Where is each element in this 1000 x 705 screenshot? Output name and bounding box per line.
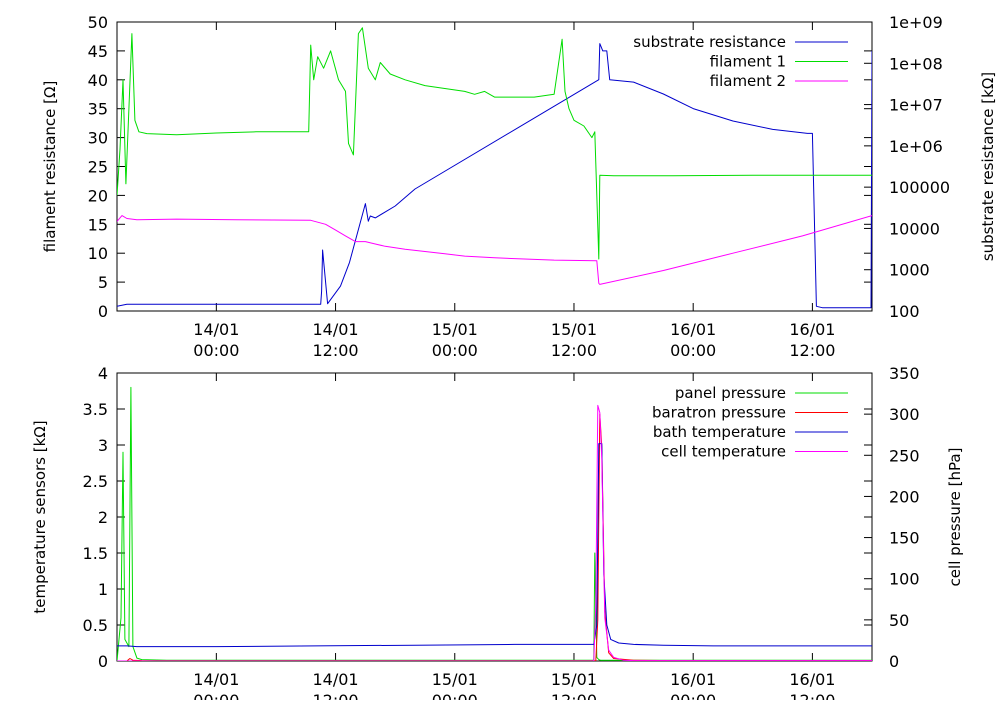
series-line-filament-2: [117, 215, 872, 285]
y2-tick-label: 100000: [889, 178, 950, 197]
y-tick-label: 3.5: [83, 400, 108, 419]
y-tick-label: 30: [88, 129, 108, 148]
y-tick-label: 35: [88, 100, 108, 119]
y-tick-label: 25: [88, 158, 108, 177]
y2-tick-label: 350: [889, 364, 920, 383]
y2-tick-label: 1e+06: [889, 137, 943, 156]
y-tick-label: 10: [88, 244, 108, 263]
chart-panel-2: 0 0.5 1 1.5 2 2.5 3 3.5 4 0 50 100 150 200 250 300 350 14…: [31, 364, 964, 705]
y2-tick-label: 150: [889, 529, 920, 548]
y2-tick-label: 0: [889, 652, 899, 671]
y2-tick-label: 100: [889, 302, 920, 321]
x-tick-label: 15/01: [432, 670, 478, 689]
legend-label: cell temperature: [661, 443, 786, 461]
x-tick-label: 12:00: [789, 341, 835, 360]
y-tick-label: 3: [98, 436, 108, 455]
chart-panel-1: 0 5 10 15 20 25 30 35 40 45 50 100 1000 10000 100000 1e…: [41, 13, 997, 360]
y2-axis-label: cell pressure [hPa]: [946, 448, 964, 587]
series-line-bath-temperature: [117, 443, 872, 648]
x-tick-label: 14/01: [312, 670, 358, 689]
y-tick-label: 1.5: [83, 544, 108, 563]
y2-tick-label: 100: [889, 570, 920, 589]
y2-tick-label: 1e+09: [889, 13, 943, 32]
y2-tick-label: 10000: [889, 219, 940, 238]
x-tick-label: 12:00: [789, 691, 835, 700]
y-tick-label: 2: [98, 508, 108, 527]
y2-axis-label: substrate resistance [kΩ]: [979, 72, 997, 261]
legend-label: filament 1: [710, 53, 786, 71]
y-tick-label: 5: [98, 273, 108, 292]
y-tick-label: 15: [88, 215, 108, 234]
x-tick-label: 12:00: [312, 691, 358, 700]
x-tick-label: 16/01: [789, 670, 835, 689]
x-tick-label: 00:00: [193, 691, 239, 700]
x-tick-label: 00:00: [670, 341, 716, 360]
series-line-filament-1: [117, 27, 872, 260]
x-tick-label: 16/01: [670, 670, 716, 689]
x-tick-label: 16/01: [789, 320, 835, 339]
y-tick-label: 1: [98, 580, 108, 599]
y-tick-label: 50: [88, 13, 108, 32]
y-tick-label: 0.5: [83, 616, 108, 635]
x-tick-label: 12:00: [312, 341, 358, 360]
x-tick-label: 00:00: [670, 691, 716, 700]
legend-label: bath temperature: [653, 423, 786, 441]
y-tick-label: 4: [98, 364, 108, 383]
x-tick-label: 00:00: [432, 341, 478, 360]
legend-label: baratron pressure: [652, 404, 786, 422]
x-tick-label: 15/01: [551, 320, 597, 339]
y-tick-label: 2.5: [83, 472, 108, 491]
y-tick-label: 0: [98, 652, 108, 671]
legend-label: filament 2: [710, 72, 786, 90]
y2-tick-label: 200: [889, 487, 920, 506]
y2-tick-label: 1e+07: [889, 96, 943, 115]
y2-tick-label: 1000: [889, 261, 930, 280]
legend-label: substrate resistance: [633, 33, 786, 51]
y-tick-label: 40: [88, 71, 108, 90]
x-tick-label: 14/01: [193, 320, 239, 339]
series-group: [117, 386, 872, 661]
legend-label: panel pressure: [675, 384, 786, 402]
series-line-substrate-resistance: [117, 43, 872, 309]
x-tick-label: 14/01: [312, 320, 358, 339]
y-tick-label: 0: [98, 302, 108, 321]
x-tick-label: 15/01: [551, 670, 597, 689]
x-tick-label: 16/01: [670, 320, 716, 339]
y-axis-label: filament resistance [Ω]: [41, 81, 59, 253]
x-tick-label: 12:00: [551, 341, 597, 360]
x-tick-label: 14/01: [193, 670, 239, 689]
x-tick-label: 12:00: [551, 691, 597, 700]
x-tick-label: 00:00: [193, 341, 239, 360]
series-group: [117, 27, 872, 309]
y-axis-label: temperature sensors [kΩ]: [31, 420, 49, 613]
y2-tick-label: 250: [889, 446, 920, 465]
x-tick-label: 15/01: [432, 320, 478, 339]
y2-tick-label: 50: [889, 611, 909, 630]
y-tick-label: 45: [88, 42, 108, 61]
x-tick-label: 00:00: [432, 691, 478, 700]
y2-tick-label: 1e+08: [889, 54, 943, 73]
y-tick-label: 20: [88, 186, 108, 205]
series-line-cell-temperature: [117, 404, 872, 661]
y2-tick-label: 300: [889, 405, 920, 424]
